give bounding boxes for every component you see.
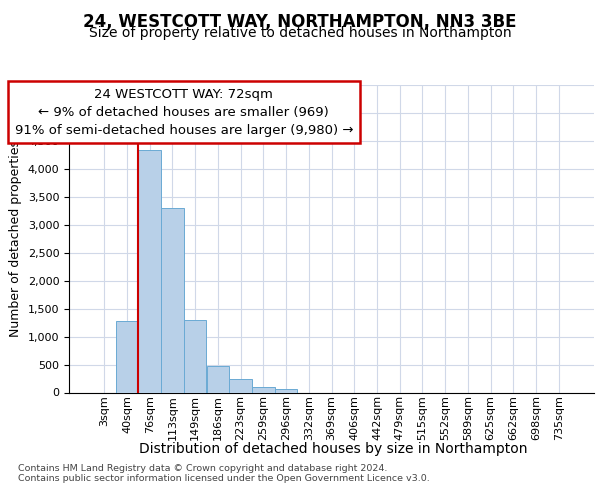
- Text: 24, WESTCOTT WAY, NORTHAMPTON, NN3 3BE: 24, WESTCOTT WAY, NORTHAMPTON, NN3 3BE: [83, 12, 517, 30]
- Bar: [252, 387, 275, 392]
- Bar: [139, 150, 161, 392]
- Y-axis label: Number of detached properties: Number of detached properties: [9, 140, 22, 337]
- Bar: [229, 379, 252, 392]
- Text: Distribution of detached houses by size in Northampton: Distribution of detached houses by size …: [139, 442, 527, 456]
- Bar: [184, 320, 206, 392]
- Text: Contains HM Land Registry data © Crown copyright and database right 2024.
Contai: Contains HM Land Registry data © Crown c…: [18, 464, 430, 483]
- Text: Size of property relative to detached houses in Northampton: Size of property relative to detached ho…: [89, 26, 511, 40]
- Bar: [116, 321, 139, 392]
- Bar: [275, 389, 298, 392]
- Bar: [161, 208, 184, 392]
- Text: 24 WESTCOTT WAY: 72sqm
← 9% of detached houses are smaller (969)
91% of semi-det: 24 WESTCOTT WAY: 72sqm ← 9% of detached …: [14, 88, 353, 137]
- Bar: [206, 366, 229, 392]
